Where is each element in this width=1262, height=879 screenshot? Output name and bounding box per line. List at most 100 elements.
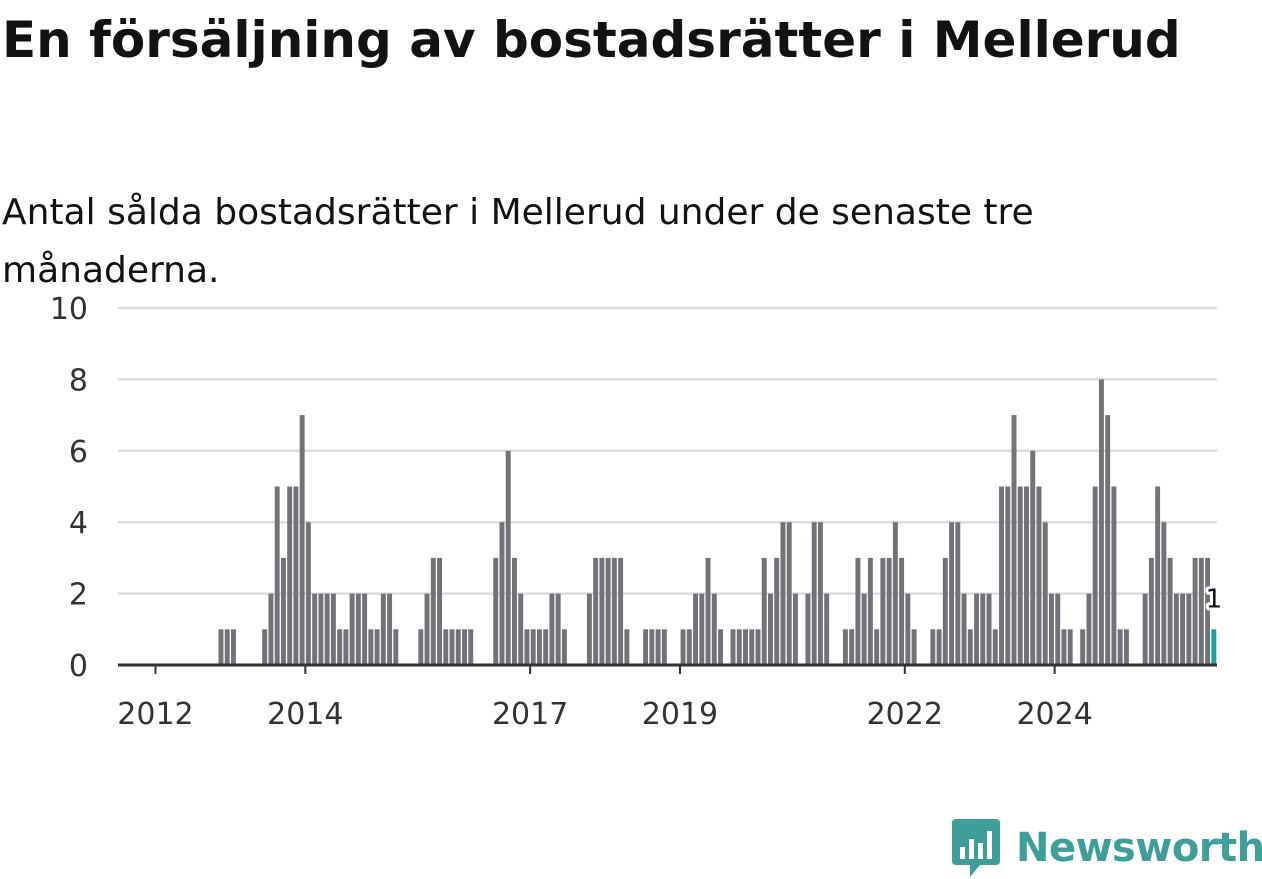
bars bbox=[218, 379, 1217, 665]
bar bbox=[1117, 629, 1123, 665]
y-tick-label: 10 bbox=[50, 292, 88, 327]
bar bbox=[1211, 629, 1217, 665]
bar bbox=[861, 593, 867, 665]
bar bbox=[661, 629, 667, 665]
bar bbox=[224, 629, 230, 665]
bar bbox=[680, 629, 686, 665]
bar bbox=[930, 629, 936, 665]
bar bbox=[899, 557, 905, 665]
x-tick-label: 2024 bbox=[1016, 697, 1092, 732]
bar bbox=[1024, 486, 1029, 665]
bar bbox=[449, 629, 455, 665]
bar bbox=[711, 593, 717, 665]
chart-title: En försäljning av bostadsrätter i Meller… bbox=[2, 11, 1181, 69]
bar bbox=[218, 629, 224, 665]
bar bbox=[624, 629, 630, 665]
bar bbox=[511, 557, 517, 665]
bar bbox=[355, 593, 361, 665]
bar bbox=[761, 557, 767, 665]
bar bbox=[393, 629, 399, 665]
bar bbox=[536, 629, 542, 665]
bar bbox=[1192, 557, 1198, 665]
newsworthy-logo-icon bbox=[952, 819, 1000, 877]
bar bbox=[430, 557, 436, 665]
bar bbox=[693, 593, 699, 665]
x-tick-label: 2014 bbox=[267, 697, 343, 732]
bar bbox=[768, 593, 773, 665]
newsworthy-logo[interactable]: Newsworthy bbox=[950, 818, 1262, 878]
bar bbox=[842, 629, 848, 665]
y-tick-label: 4 bbox=[69, 506, 88, 541]
bar bbox=[1198, 557, 1204, 665]
x-tick-label: 2012 bbox=[117, 697, 193, 732]
x-tick-label: 2019 bbox=[642, 697, 718, 732]
bar bbox=[1080, 629, 1086, 665]
bar bbox=[874, 629, 880, 665]
bar bbox=[280, 557, 286, 665]
bar bbox=[561, 629, 567, 665]
bar bbox=[1055, 593, 1061, 665]
bar bbox=[1092, 486, 1098, 665]
bar bbox=[736, 629, 742, 665]
bar bbox=[792, 593, 798, 665]
bar bbox=[755, 629, 761, 665]
bar bbox=[374, 629, 380, 665]
bar bbox=[942, 557, 948, 665]
bar bbox=[543, 629, 549, 665]
bar bbox=[349, 593, 355, 665]
bar bbox=[455, 629, 461, 665]
x-axis-ticks: 2012 2014 2017 2019 2022 2024 bbox=[117, 665, 1093, 732]
bar bbox=[1049, 593, 1054, 665]
bar bbox=[961, 593, 967, 665]
bar bbox=[974, 593, 980, 665]
bar bbox=[299, 415, 305, 665]
bar bbox=[1042, 522, 1048, 665]
bar bbox=[880, 557, 886, 665]
bar bbox=[643, 629, 649, 665]
bar bbox=[230, 629, 236, 665]
bar bbox=[699, 593, 705, 665]
bar bbox=[1011, 415, 1017, 665]
bar bbox=[324, 593, 330, 665]
bar bbox=[774, 557, 780, 665]
bar bbox=[1005, 486, 1011, 665]
bar bbox=[817, 522, 823, 665]
bar bbox=[705, 557, 711, 665]
bar bbox=[1061, 629, 1067, 665]
bar bbox=[718, 629, 723, 665]
bar bbox=[443, 629, 449, 665]
bar bbox=[911, 629, 917, 665]
bar bbox=[618, 557, 624, 665]
bar bbox=[1155, 486, 1161, 665]
y-tick-label: 2 bbox=[69, 578, 88, 613]
y-tick-label: 8 bbox=[69, 363, 88, 398]
bar bbox=[524, 629, 530, 665]
bar bbox=[992, 629, 998, 665]
data-labels: 1 bbox=[1203, 581, 1226, 617]
bar bbox=[312, 593, 318, 665]
bar bbox=[649, 629, 655, 665]
bar bbox=[1067, 629, 1073, 665]
bar bbox=[262, 629, 268, 665]
bar bbox=[1111, 486, 1117, 665]
gridlines bbox=[118, 306, 1217, 595]
bar bbox=[743, 629, 748, 665]
bar bbox=[1142, 593, 1148, 665]
bar bbox=[1105, 415, 1111, 665]
x-tick-label: 2022 bbox=[867, 697, 943, 732]
bar bbox=[855, 557, 861, 665]
bar bbox=[811, 522, 817, 665]
bar bbox=[605, 557, 611, 665]
bar bbox=[1098, 379, 1104, 665]
bar bbox=[1173, 593, 1179, 665]
bar bbox=[268, 593, 274, 665]
bar bbox=[287, 486, 293, 665]
y-axis-ticks: 0 2 4 6 8 10 bbox=[50, 292, 88, 684]
bar bbox=[967, 629, 973, 665]
bar bbox=[499, 522, 505, 665]
bar bbox=[1030, 450, 1036, 665]
bar bbox=[362, 593, 368, 665]
bar bbox=[493, 557, 499, 665]
bar bbox=[274, 486, 280, 665]
bar bbox=[1036, 486, 1042, 665]
